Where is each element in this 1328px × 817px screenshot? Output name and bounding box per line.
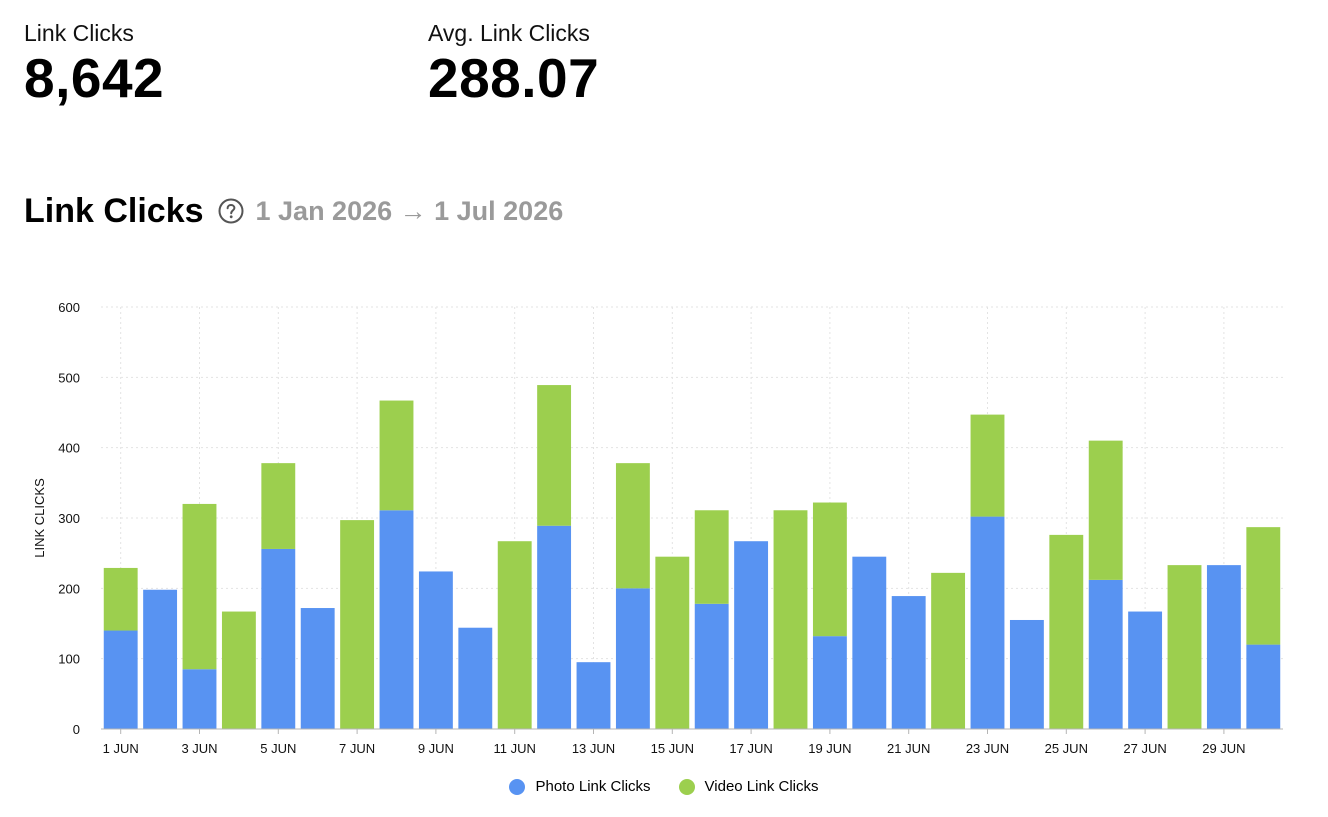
bar-video — [812, 502, 847, 637]
bar-video — [537, 385, 572, 526]
x-tick-label: 17 JUN — [729, 741, 772, 756]
bar-photo — [812, 636, 847, 729]
chart-legend: Photo Link Clicks Video Link Clicks — [0, 778, 1328, 795]
bar-photo — [1088, 579, 1123, 729]
bar-photo — [852, 556, 887, 729]
bar-video — [379, 400, 414, 511]
bar-video — [1049, 534, 1084, 729]
bar-photo — [458, 627, 493, 729]
bar-video — [694, 510, 729, 604]
bar-photo — [379, 510, 414, 729]
kpi-value: 8,642 — [24, 47, 165, 109]
bar-video — [931, 572, 966, 729]
kpi-value: 288.07 — [428, 47, 600, 109]
kpi-label: Avg. Link Clicks — [428, 20, 590, 46]
bar-photo — [1206, 565, 1241, 729]
bar-video — [497, 541, 532, 729]
x-tick-label: 1 JUN — [103, 741, 139, 756]
kpi-label: Link Clicks — [24, 20, 134, 46]
bar-video — [1088, 440, 1123, 580]
bar-video — [182, 503, 217, 670]
x-tick-label: 21 JUN — [887, 741, 930, 756]
x-tick-label: 15 JUN — [651, 741, 694, 756]
legend-item-video[interactable]: Video Link Clicks — [678, 778, 819, 795]
bar-video — [340, 520, 375, 729]
kpi-link-clicks: Link Clicks 8,642 — [24, 18, 164, 108]
y-tick-label: 400 — [58, 441, 80, 456]
bar-photo — [300, 608, 335, 729]
y-axis-title: LINK CLICKS — [32, 478, 47, 558]
legend-label-video: Video Link Clicks — [704, 778, 819, 795]
x-tick-label: 29 JUN — [1202, 741, 1245, 756]
x-tick-label: 7 JUN — [339, 741, 375, 756]
x-tick-label: 13 JUN — [572, 741, 615, 756]
bar-photo — [694, 603, 729, 729]
bar-photo — [1128, 611, 1163, 729]
bar-photo — [734, 541, 769, 729]
bar-photo — [891, 596, 926, 729]
legend-swatch-photo — [509, 778, 526, 795]
x-tick-label: 27 JUN — [1123, 741, 1166, 756]
bar-photo — [615, 588, 650, 729]
link-clicks-chart: 0 100 200 300 400 500 600 1 JUN 3 JUN 5 JUN 7 JUN 9… — [32, 300, 1283, 756]
chart-header: Link Clicks 1 Jan 2026 → 1 Jul 2026 — [24, 190, 563, 232]
kpi-avg-link-clicks: Avg. Link Clicks 288.07 — [428, 18, 599, 108]
legend-item-photo[interactable]: Photo Link Clicks — [509, 778, 651, 795]
bar-video — [1246, 527, 1281, 645]
x-tick-label: 3 JUN — [181, 741, 217, 756]
bar-video — [103, 567, 138, 631]
section-title: Link Clicks — [24, 192, 204, 230]
bar-video — [221, 611, 256, 729]
bar-photo — [1009, 619, 1044, 729]
x-tick-label: 11 JUN — [494, 741, 536, 756]
y-tick-label: 300 — [58, 511, 80, 526]
bar-photo — [970, 516, 1005, 729]
x-tick-label: 25 JUN — [1045, 741, 1088, 756]
bar-photo — [1246, 644, 1281, 729]
legend-swatch-video — [678, 778, 695, 795]
y-tick-label: 200 — [58, 581, 80, 596]
bar-photo — [576, 662, 611, 729]
x-tick-label: 19 JUN — [808, 741, 851, 756]
question-circle-icon[interactable] — [218, 198, 244, 224]
bar-photo — [103, 630, 138, 729]
bar-photo — [418, 571, 453, 729]
bar-video — [970, 414, 1005, 517]
bar-video — [773, 510, 808, 729]
bar-photo — [261, 548, 296, 729]
x-tick-label: 9 JUN — [418, 741, 454, 756]
legend-label-photo: Photo Link Clicks — [535, 778, 651, 795]
bar-video — [1167, 565, 1202, 729]
bar-photo — [182, 669, 217, 729]
bar-video — [615, 463, 650, 589]
y-tick-label: 0 — [73, 722, 80, 737]
y-tick-label: 100 — [58, 652, 80, 667]
date-range: 1 Jan 2026 → 1 Jul 2026 — [255, 196, 564, 226]
bar-video — [655, 556, 690, 729]
bar-photo — [537, 525, 572, 729]
bar-video — [261, 463, 296, 549]
bar-photo — [143, 589, 178, 729]
y-tick-label: 500 — [58, 370, 80, 385]
x-tick-label: 23 JUN — [966, 741, 1009, 756]
x-tick-label: 5 JUN — [260, 741, 296, 756]
y-tick-label: 600 — [58, 300, 80, 315]
